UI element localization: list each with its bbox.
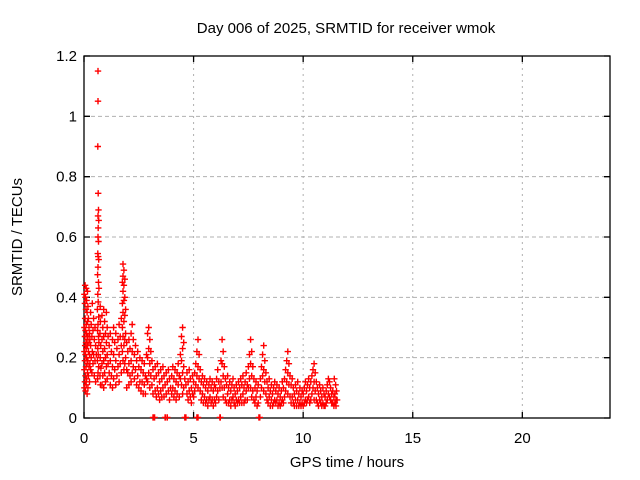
grid-lines	[84, 56, 610, 418]
y-tick-label: 0.2	[56, 350, 77, 367]
y-tick-label: 0.6	[56, 229, 77, 246]
chart-title: Day 006 of 2025, SRMTID for receiver wmo…	[197, 20, 496, 37]
y-axis-label: SRMTID / TECUs	[9, 178, 26, 296]
x-tick-label: 10	[295, 430, 312, 447]
plot-border	[83, 55, 611, 419]
x-axis-label: GPS time / hours	[290, 454, 404, 471]
scatter-plus-markers	[81, 67, 341, 421]
y-tick-label: 1	[69, 108, 77, 125]
horizontal-gridline	[84, 115, 610, 359]
x-tick-label: 20	[514, 430, 531, 447]
y-tick-label: 0.8	[56, 169, 77, 186]
y-tick-label: 0.4	[56, 289, 77, 306]
tick-labels: 0 5 10 15 20 0 0.2 0.4 0.6 0.8 1 1.2	[56, 48, 531, 447]
x-tick-label: 15	[404, 430, 421, 447]
y-tick-label: 1.2	[56, 48, 77, 65]
x-tick-label: 0	[80, 430, 88, 447]
x-tick-label: 5	[189, 430, 197, 447]
y-tick-label: 0	[69, 410, 77, 427]
data-points	[81, 67, 341, 421]
